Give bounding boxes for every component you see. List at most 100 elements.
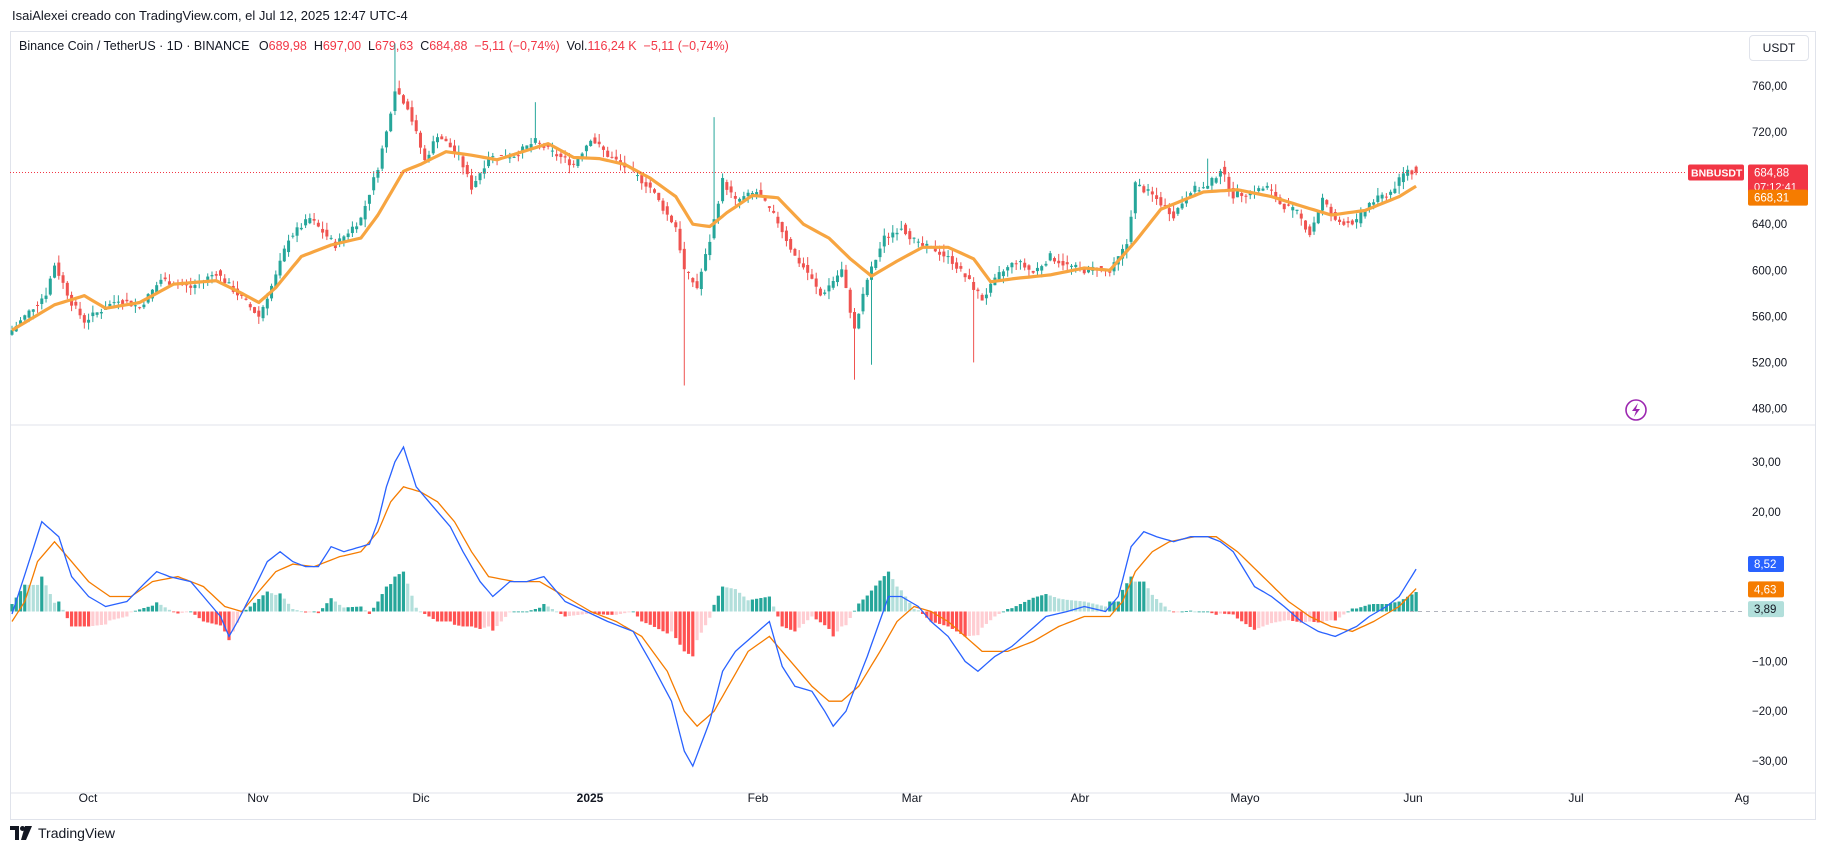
candle-body (1150, 191, 1154, 195)
candle-body (1027, 265, 1031, 270)
candle-body (482, 168, 486, 174)
candle-body (367, 194, 371, 204)
histogram-bar (355, 606, 359, 612)
candle-body (1223, 166, 1227, 175)
histogram-bar (1214, 611, 1218, 615)
histogram-bar (499, 611, 503, 622)
histogram-bar (1406, 596, 1410, 612)
candle-body (861, 293, 865, 312)
candle-body (1206, 185, 1210, 189)
histogram-bar (393, 576, 397, 612)
histogram-bar (1061, 599, 1065, 612)
candle-body (112, 302, 116, 304)
histogram-bar (691, 611, 695, 657)
candle-body (1316, 211, 1320, 224)
candle-body (82, 315, 86, 323)
candle-body (597, 141, 601, 145)
histogram-bar (1137, 581, 1142, 612)
histogram-bar (993, 611, 997, 617)
histogram-bar (546, 606, 550, 612)
candle-body (1355, 219, 1359, 223)
candle-body (1018, 261, 1022, 263)
histogram-bar (1006, 609, 1010, 612)
histogram-bar (521, 611, 525, 613)
price-tick-label: 640,00 (1752, 219, 1787, 231)
candle-body (214, 274, 218, 276)
currency-unit-button[interactable]: USDT (1749, 35, 1809, 61)
histogram-bar (397, 574, 401, 612)
histogram-bar (946, 611, 950, 627)
histogram-bar (767, 596, 771, 612)
ema-line (11, 142, 1417, 332)
histogram-bar (937, 611, 942, 624)
histogram-bar (389, 584, 393, 612)
histogram-bar (865, 595, 869, 612)
histogram-bar (401, 571, 406, 612)
candle-body (95, 312, 99, 315)
histogram-bar (176, 611, 180, 614)
candle-body (487, 159, 491, 167)
histogram-bar (244, 609, 248, 612)
histogram-bar (214, 611, 218, 625)
histogram-bar (1001, 611, 1006, 613)
footer-brand[interactable]: TradingView (10, 825, 115, 841)
candle-body (904, 224, 908, 235)
candle-body (1325, 200, 1329, 205)
lightning-icon[interactable] (1625, 399, 1647, 421)
candle-body (384, 131, 388, 148)
candle-body (1167, 208, 1171, 215)
histogram-bar (91, 611, 95, 626)
time-tick-label: Mayo (1230, 791, 1260, 805)
histogram-bar (155, 602, 159, 612)
histogram-bar (755, 598, 759, 612)
candle-body (1184, 198, 1188, 204)
histogram-bar (1091, 603, 1095, 612)
histogram-bar (367, 611, 372, 614)
candle-body (108, 303, 112, 308)
histogram-bar (929, 611, 933, 622)
candle-body (470, 175, 474, 190)
histogram-bar (720, 586, 725, 612)
candle-body (1031, 270, 1035, 273)
histogram-bar (1393, 602, 1397, 612)
candle-body (606, 150, 610, 157)
histogram-bar (308, 611, 312, 613)
macd-value-badge (1748, 556, 1784, 573)
candle-body (550, 150, 554, 152)
histogram-bar (406, 583, 410, 612)
tradingview-logo-icon (10, 826, 32, 840)
price-tick-label: 480,00 (1752, 403, 1787, 415)
symbol-title[interactable]: Binance Coin / TetherUS · 1D · BINANCE (19, 39, 250, 53)
candle-body (891, 232, 895, 238)
candle-body (980, 294, 984, 301)
histogram-bar (1350, 608, 1354, 612)
candle-body (733, 195, 737, 199)
histogram-bar (269, 593, 274, 612)
histogram-bar (248, 606, 252, 612)
histogram-bar (1206, 611, 1210, 613)
histogram-bar (793, 611, 797, 632)
candle-body (835, 275, 839, 283)
candle-body (942, 251, 946, 257)
histogram-bar (69, 611, 74, 627)
candle-body (712, 219, 716, 239)
candle-body (1023, 262, 1027, 268)
histogram-bar (733, 589, 737, 612)
candle-body (780, 221, 784, 233)
histogram-bar (440, 611, 444, 622)
histogram-bar (27, 584, 31, 612)
histogram-bar (1337, 611, 1342, 618)
histogram-bar (235, 611, 240, 623)
candle-body (887, 236, 891, 238)
candle-body (997, 272, 1001, 280)
candle-body (610, 156, 614, 158)
histogram-bar (57, 601, 61, 612)
histogram-bar (661, 611, 665, 632)
candle-body (142, 304, 146, 308)
candle-body (325, 229, 329, 237)
histogram-bar (567, 611, 572, 616)
candle-body (759, 189, 763, 197)
histogram-bar (989, 611, 993, 621)
candle-body (755, 192, 759, 196)
histogram-bar (1172, 611, 1176, 613)
